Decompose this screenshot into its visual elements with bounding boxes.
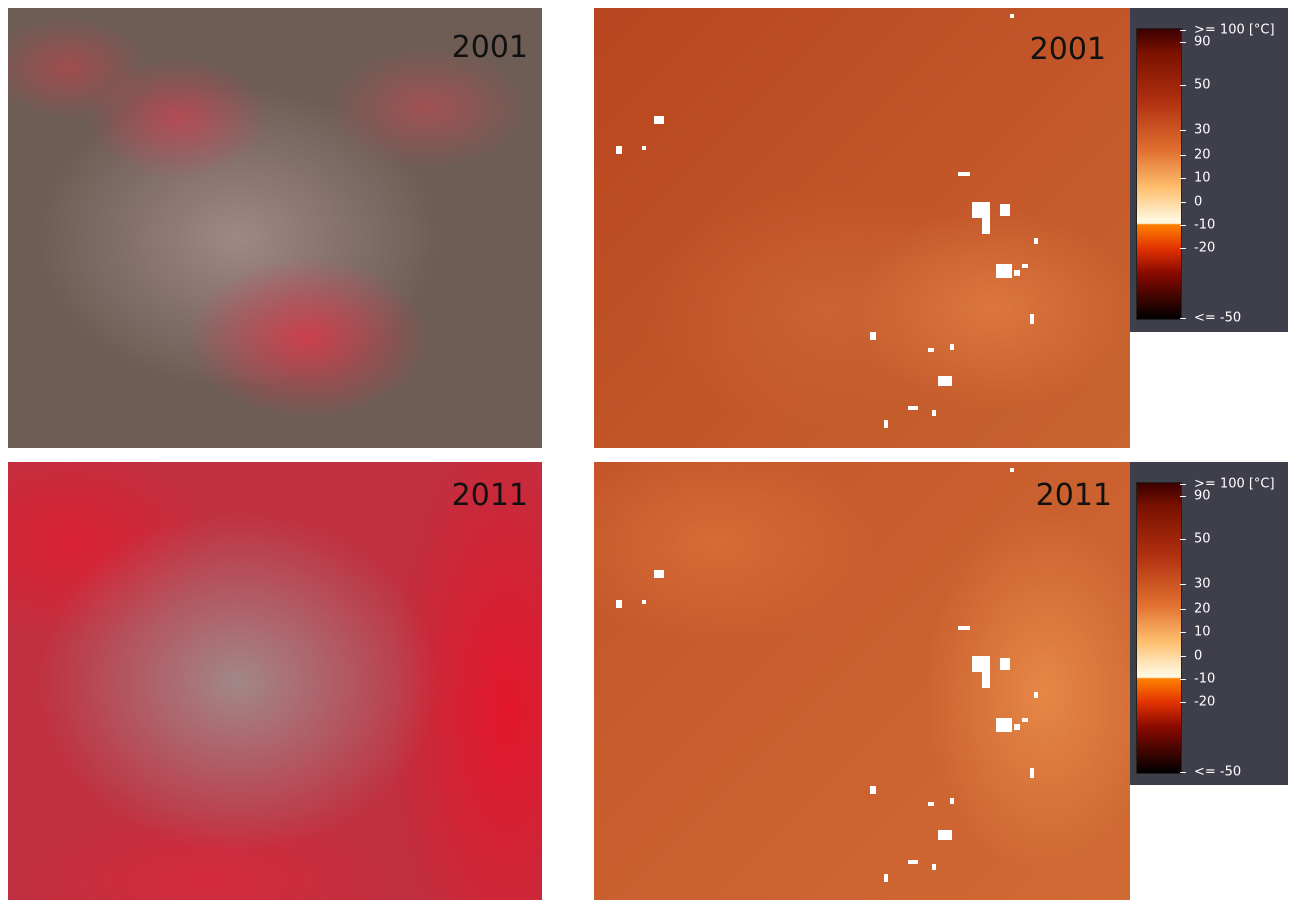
- colorbar-tick: [1180, 484, 1186, 485]
- no-data-pixel: [950, 798, 954, 804]
- page: 2001 2001 2011 2011 >= 100 [°C]905030201…: [0, 0, 1291, 902]
- no-data-pixel: [1022, 264, 1028, 268]
- colorbar-label: 90: [1194, 489, 1211, 504]
- no-data-pixel: [1000, 204, 1010, 216]
- colorbar-tick: [1180, 42, 1186, 43]
- no-data-pixel: [908, 406, 918, 410]
- no-data-pixel: [996, 264, 1012, 278]
- colorbar-tick: [1180, 318, 1186, 319]
- colorbar-label: 30: [1194, 123, 1211, 138]
- year-label: 2001: [1030, 32, 1106, 67]
- colorbar-tick: [1180, 130, 1186, 131]
- no-data-pixel: [972, 202, 990, 218]
- colorbar-gradient: [1136, 482, 1182, 774]
- colorbar-gradient: [1136, 28, 1182, 320]
- colorbar-label: 30: [1194, 577, 1211, 592]
- no-data-pixel: [928, 802, 934, 806]
- colorbar-label: 10: [1194, 625, 1211, 640]
- no-data-pixel: [950, 344, 954, 350]
- no-data-pixel: [1010, 468, 1014, 472]
- colorbar-label: 50: [1194, 78, 1211, 93]
- colorbar-tick: [1180, 609, 1186, 610]
- colorbar-label: 50: [1194, 532, 1211, 547]
- satellite-image: 2001: [8, 8, 542, 448]
- colorbar-tick: [1180, 584, 1186, 585]
- no-data-pixel: [1014, 270, 1020, 276]
- no-data-pixel: [642, 146, 646, 150]
- no-data-pixel: [932, 864, 936, 870]
- colorbar-tick: [1180, 702, 1186, 703]
- colorbar-label: 0: [1194, 649, 1202, 664]
- no-data-pixel: [616, 600, 622, 608]
- no-data-pixel: [908, 860, 918, 864]
- no-data-pixel: [616, 146, 622, 154]
- no-data-pixel: [982, 672, 990, 688]
- no-data-pixel: [958, 172, 970, 176]
- colorbar-tick: [1180, 225, 1186, 226]
- no-data-pixel: [884, 420, 888, 428]
- no-data-pixel: [654, 570, 664, 578]
- colorbar-label: -10: [1194, 672, 1215, 687]
- colorbar-tick: [1180, 632, 1186, 633]
- colorbar-tick: [1180, 178, 1186, 179]
- colorbar-label: 0: [1194, 195, 1202, 210]
- colorbar-tick: [1180, 539, 1186, 540]
- colorbar-tick: [1180, 679, 1186, 680]
- no-data-pixel: [958, 626, 970, 630]
- year-label: 2011: [452, 478, 528, 513]
- no-data-pixel: [938, 376, 952, 386]
- temperature-map: 2011: [594, 462, 1130, 900]
- colorbar-tick: [1180, 772, 1186, 773]
- satellite-image: 2011: [8, 462, 542, 900]
- year-label: 2011: [1036, 478, 1112, 513]
- colorbar-tick: [1180, 496, 1186, 497]
- colorbar-label: 20: [1194, 602, 1211, 617]
- colorbar-tick: [1180, 155, 1186, 156]
- temperature-map: 2001: [594, 8, 1130, 448]
- colorbar-label: <= -50: [1194, 311, 1241, 326]
- no-data-pixel: [654, 116, 664, 124]
- no-data-pixel: [938, 830, 952, 840]
- colorbar-tick: [1180, 202, 1186, 203]
- colorbar-tick: [1180, 656, 1186, 657]
- colorbar-label: -10: [1194, 218, 1215, 233]
- no-data-pixel: [1030, 768, 1034, 778]
- colorbar-tick: [1180, 248, 1186, 249]
- no-data-pixel: [1000, 658, 1010, 670]
- colorbar-label: 20: [1194, 148, 1211, 163]
- no-data-pixel: [996, 718, 1012, 732]
- no-data-pixel: [972, 656, 990, 672]
- no-data-pixel: [1022, 718, 1028, 722]
- no-data-pixel: [1010, 14, 1014, 18]
- no-data-pixel: [1030, 314, 1034, 324]
- no-data-pixel: [884, 874, 888, 882]
- no-data-pixel: [932, 410, 936, 416]
- no-data-pixel: [870, 332, 876, 340]
- colorbar-label: -20: [1194, 241, 1215, 256]
- no-data-pixel: [642, 600, 646, 604]
- no-data-pixel: [1034, 692, 1038, 698]
- colorbar-label: 90: [1194, 35, 1211, 50]
- colorbar-label: 10: [1194, 171, 1211, 186]
- no-data-pixel: [982, 218, 990, 234]
- colorbar-label: <= -50: [1194, 765, 1241, 780]
- no-data-pixel: [928, 348, 934, 352]
- year-label: 2001: [452, 30, 528, 65]
- no-data-pixel: [1034, 238, 1038, 244]
- colorbar-tick: [1180, 85, 1186, 86]
- colorbar-tick: [1180, 30, 1186, 31]
- colorbar-label: -20: [1194, 695, 1215, 710]
- no-data-pixel: [1014, 724, 1020, 730]
- no-data-pixel: [870, 786, 876, 794]
